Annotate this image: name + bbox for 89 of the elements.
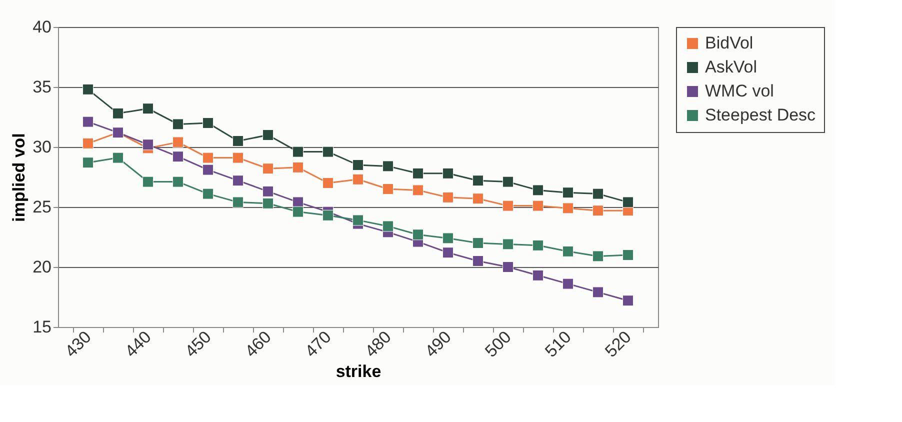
x-tick-label: 520 [601, 327, 635, 361]
point [232, 175, 244, 186]
point [172, 151, 184, 162]
x-tick-label: 510 [541, 327, 575, 361]
point [142, 103, 154, 114]
point [592, 286, 604, 298]
point [622, 250, 634, 260]
point [352, 174, 364, 185]
point [142, 176, 154, 188]
point [502, 238, 514, 250]
y-tick-label: 30 [32, 138, 52, 156]
point [82, 138, 94, 149]
point [532, 270, 544, 281]
point [442, 232, 454, 244]
point [262, 130, 274, 140]
point [412, 229, 424, 240]
point [502, 200, 514, 212]
point [442, 192, 454, 203]
y-tick-label: 15 [32, 318, 52, 336]
x-axis-title: strike [336, 362, 382, 382]
point [202, 152, 214, 164]
legend-label: BidVol [705, 34, 754, 52]
point [562, 246, 574, 257]
point [532, 240, 544, 251]
point [592, 205, 604, 216]
point [292, 162, 304, 173]
point [292, 206, 304, 218]
point [562, 202, 574, 214]
x-tick-label: 440 [121, 327, 155, 361]
x-tick-label: 430 [61, 327, 95, 361]
legend-label: WMC vol [705, 82, 774, 100]
x-tick-label: 460 [241, 327, 275, 361]
point [412, 168, 424, 179]
point [262, 186, 274, 197]
point [382, 220, 394, 232]
x-tick-label: 480 [361, 327, 395, 361]
point [352, 214, 364, 226]
point [472, 175, 484, 186]
point [502, 262, 514, 272]
point [502, 176, 514, 188]
point [622, 196, 634, 208]
point [232, 152, 244, 164]
point [322, 178, 334, 188]
point [472, 256, 484, 266]
legend-label: Steepest Desc [705, 106, 816, 124]
point [532, 184, 544, 196]
point [82, 157, 94, 168]
point [472, 238, 484, 248]
point [562, 187, 574, 198]
point [142, 139, 154, 150]
point [592, 188, 604, 200]
point [622, 295, 634, 306]
point [172, 118, 184, 130]
point [82, 116, 94, 128]
x-tick-label: 500 [481, 327, 515, 361]
point [382, 184, 394, 194]
point [322, 146, 334, 158]
y-axis-title: implied vol [10, 133, 29, 222]
point [382, 160, 394, 172]
point [352, 160, 364, 170]
point [232, 136, 244, 146]
point [172, 136, 184, 148]
point [532, 200, 544, 212]
x-tick-label: 470 [301, 327, 335, 361]
point [202, 188, 214, 200]
point [262, 163, 274, 174]
point [202, 164, 214, 176]
point [172, 176, 184, 188]
point [232, 196, 244, 208]
point [322, 210, 334, 221]
point [112, 152, 124, 164]
point [442, 247, 454, 258]
x-tick-label: 490 [421, 327, 455, 361]
point [472, 193, 484, 204]
y-tick-label: 25 [32, 198, 52, 216]
point [82, 84, 94, 95]
point [592, 250, 604, 262]
point [262, 198, 274, 209]
point [442, 168, 454, 179]
y-tick-label: 20 [32, 258, 52, 276]
y-tick-label: 35 [32, 78, 52, 96]
y-tick-label: 40 [32, 18, 52, 36]
point [202, 118, 214, 128]
x-tick-label: 450 [181, 327, 215, 361]
point [112, 108, 124, 119]
point [562, 278, 574, 290]
point [292, 146, 304, 158]
point [412, 184, 424, 196]
legend-label: AskVol [705, 58, 757, 76]
